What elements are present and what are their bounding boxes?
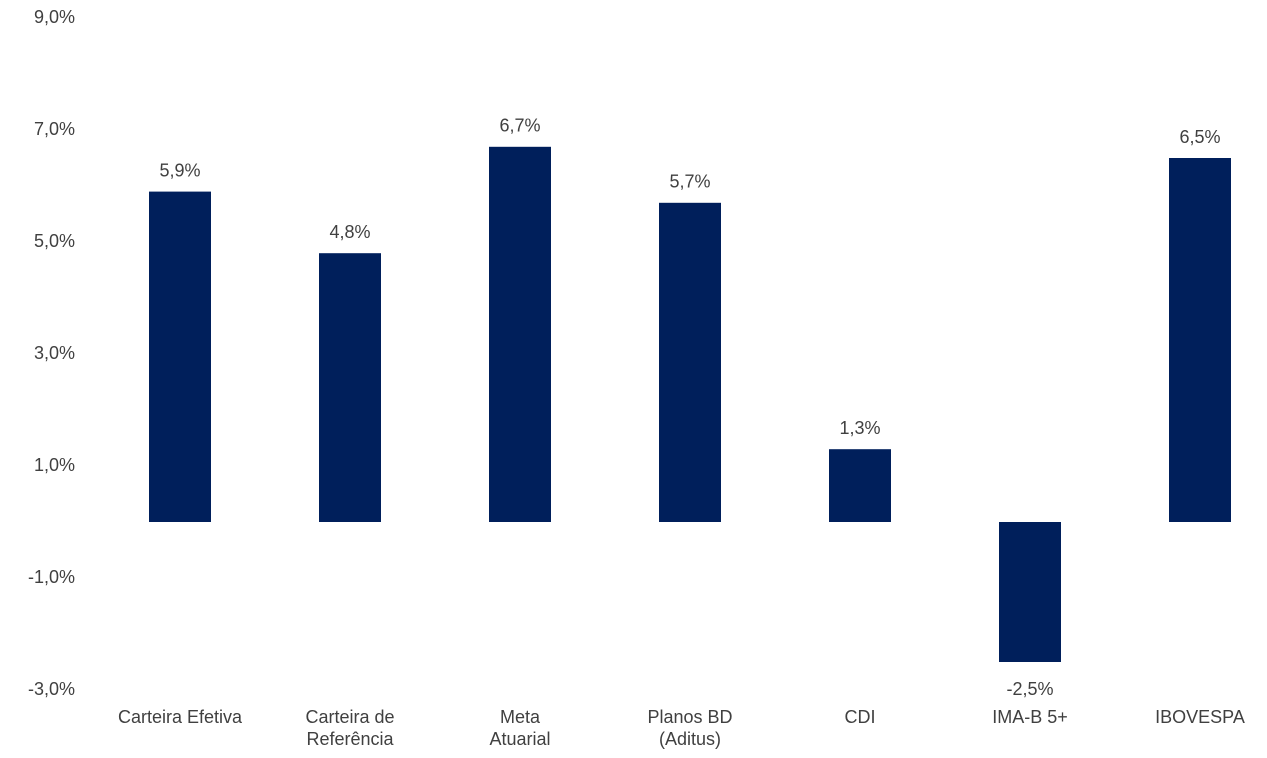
bar xyxy=(319,253,381,522)
data-label: 5,9% xyxy=(159,160,200,180)
data-label: 5,7% xyxy=(669,172,710,192)
x-tick-label: IBOVESPA xyxy=(1155,707,1245,727)
bar xyxy=(149,191,211,522)
x-tick-label: IMA-B 5+ xyxy=(992,707,1068,727)
data-label: 4,8% xyxy=(329,222,370,242)
bar xyxy=(1169,158,1231,522)
y-tick-label: 1,0% xyxy=(34,455,75,475)
bar xyxy=(489,146,551,523)
y-tick-label: 9,0% xyxy=(34,7,75,27)
data-label: 1,3% xyxy=(839,418,880,438)
y-tick-label: -1,0% xyxy=(28,567,75,587)
x-tick-label: Planos BD (Aditus) xyxy=(647,707,733,749)
x-tick-label: Meta Atuarial xyxy=(489,707,551,749)
data-label: 6,5% xyxy=(1179,127,1220,147)
y-tick-label: 3,0% xyxy=(34,343,75,363)
x-tick-label: CDI xyxy=(844,707,876,727)
x-tick-label: Carteira de Referência xyxy=(305,707,395,749)
y-tick-label: 7,0% xyxy=(34,119,75,139)
bar xyxy=(999,522,1061,662)
bar xyxy=(659,202,721,523)
y-tick-label: 5,0% xyxy=(34,231,75,251)
x-tick-label: Carteira Efetiva xyxy=(117,707,243,727)
data-label: -2,5% xyxy=(1006,679,1053,699)
y-tick-label: -3,0% xyxy=(28,679,75,699)
bar xyxy=(829,449,891,522)
data-label: 6,7% xyxy=(499,116,540,136)
